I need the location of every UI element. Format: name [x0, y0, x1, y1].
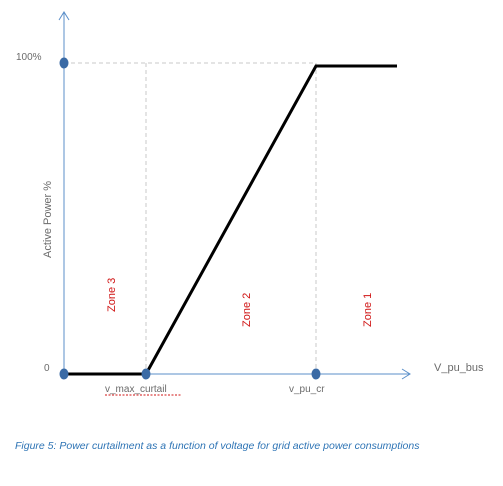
y-axis-arrowhead — [58, 11, 70, 21]
y-tick-label-100: 100% — [16, 52, 42, 63]
x-axis-label: V_pu_bus — [434, 362, 484, 374]
y-tick-label-0: 0 — [44, 363, 50, 374]
x-tick-label-v-pu-cr: v_pu_cr — [289, 384, 325, 395]
marker-origin — [59, 368, 69, 380]
chart: 100% 0 v_max_curtail v_pu_cr V_pu_bus Ac… — [16, 11, 484, 396]
marker-v-pu-cr — [311, 368, 321, 380]
zone-3-label: Zone 3 — [106, 278, 118, 312]
marker-y-100 — [59, 57, 69, 69]
zone-2-label: Zone 2 — [241, 293, 253, 327]
x-tick-label-v-max-curtail: v_max_curtail — [105, 384, 167, 395]
zone-1-label: Zone 1 — [362, 293, 374, 327]
y-axis-label: Active Power % — [42, 181, 54, 258]
figure-caption: Figure 5: Power curtailment as a functio… — [15, 440, 420, 452]
curtailment-line — [64, 64, 397, 376]
marker-v-max-curtail — [141, 368, 151, 380]
x-axis-arrowhead — [401, 368, 411, 380]
